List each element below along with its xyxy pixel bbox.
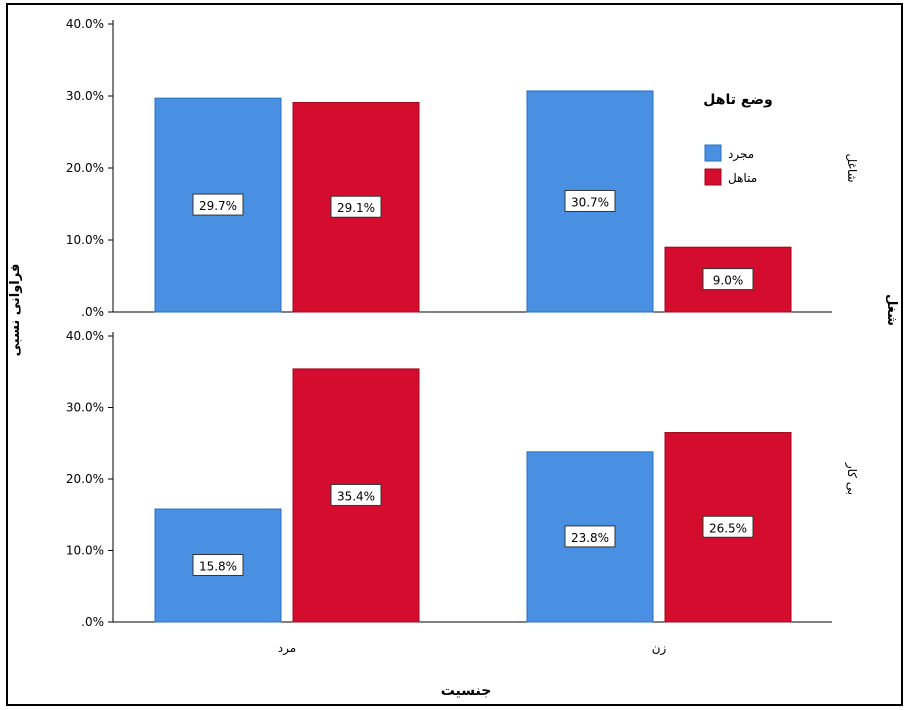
- panel-label: شاغل: [845, 153, 859, 182]
- legend: وضع تاهل مجرد متاهل: [703, 92, 773, 186]
- panel-label: بی کار: [844, 462, 859, 495]
- plot-layer: 40.0% 30.0% 20.0% 10.0% .0% شاغل 29.7% 30.7% 29.…: [66, 17, 859, 656]
- y-tick-label: .0%: [81, 615, 104, 629]
- x-axis-title: جنسیت: [441, 683, 492, 699]
- data-label: 35.4%: [337, 489, 375, 503]
- data-label: 29.7%: [199, 199, 237, 213]
- y-tick-label: 20.0%: [66, 161, 104, 175]
- legend-title: وضع تاهل: [703, 92, 772, 108]
- x-tick-label: زن: [652, 641, 667, 656]
- x-tick-label: مرد: [278, 641, 296, 656]
- data-label-box: [702, 268, 754, 291]
- data-label-box: [564, 189, 616, 212]
- y-tick-label: .0%: [81, 305, 104, 319]
- data-label-box: [330, 483, 382, 506]
- legend-swatch-single: [704, 144, 722, 162]
- data-label-box: [330, 195, 382, 218]
- y-tick-label: 10.0%: [66, 544, 104, 558]
- legend-entry-married: متاهل: [728, 171, 757, 185]
- data-label-box: [564, 525, 616, 548]
- y-tick-label: 40.0%: [66, 17, 104, 31]
- y-tick-label: 40.0%: [66, 329, 104, 343]
- y-tick-label: 30.0%: [66, 401, 104, 415]
- data-label: 30.7%: [571, 195, 609, 209]
- data-label-box: [702, 515, 754, 538]
- data-label: 29.1%: [337, 201, 375, 215]
- data-label: 15.8%: [199, 560, 237, 574]
- legend-swatch-married: [704, 168, 722, 186]
- data-label: 9.0%: [713, 274, 744, 288]
- y-tick-label: 10.0%: [66, 233, 104, 247]
- y-axis-title: فراوانی نسبی: [8, 264, 23, 357]
- y-tick-label: 30.0%: [66, 89, 104, 103]
- data-label: 23.8%: [571, 531, 609, 545]
- data-label-box: [192, 193, 244, 216]
- row-variable-title: شغل: [884, 294, 899, 326]
- y-tick-label: 20.0%: [66, 472, 104, 486]
- data-label: 26.5%: [709, 521, 747, 535]
- data-label-box: [192, 554, 244, 577]
- legend-entry-single: مجرد: [728, 147, 754, 162]
